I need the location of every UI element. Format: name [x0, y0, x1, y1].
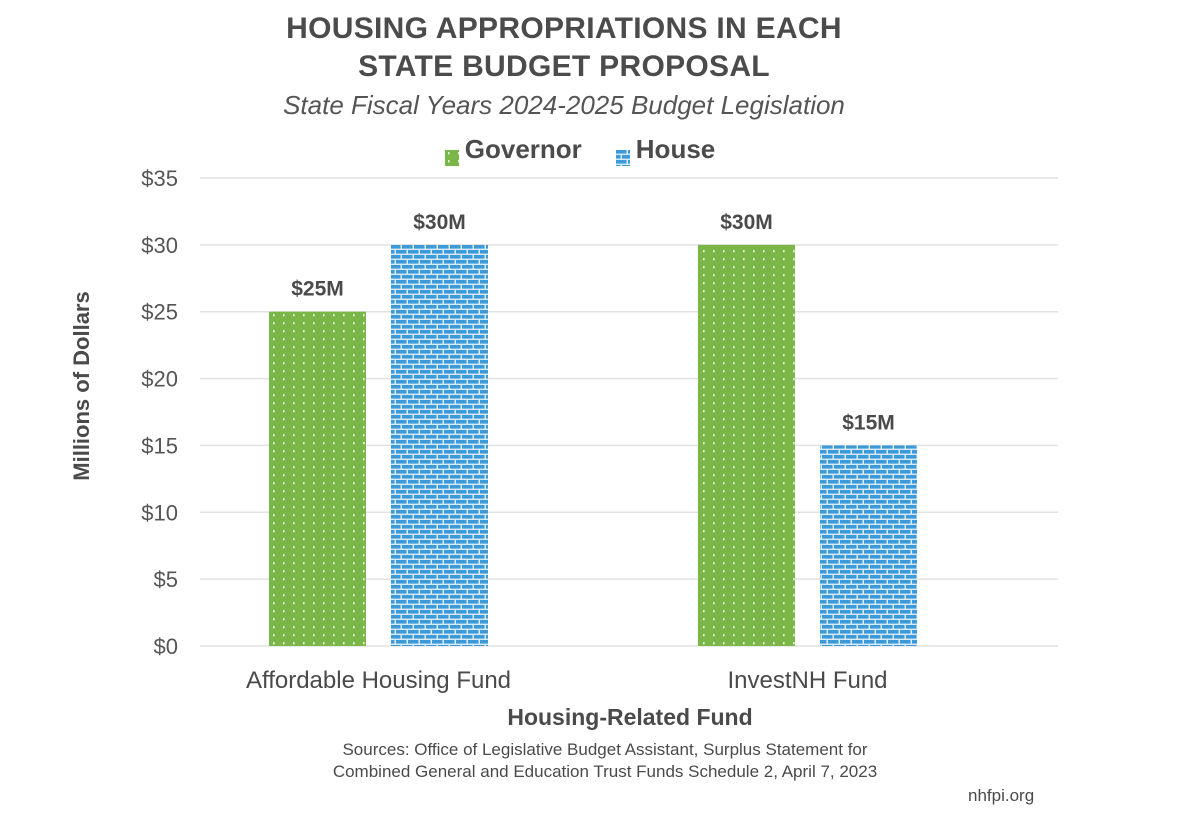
data-label: $30M: [720, 211, 773, 234]
chart-subtitle: State Fiscal Years 2024-2025 Budget Legi…: [283, 90, 845, 120]
y-tick-label: $35: [141, 166, 178, 191]
y-axis-ticks: $0 $5 $10 $15 $20 $25 $30 $35: [141, 166, 178, 659]
chart-title-line-1: HOUSING APPROPRIATIONS IN EACH: [286, 12, 842, 45]
y-axis-label: Millions of Dollars: [69, 291, 94, 481]
data-labels: $25M $30M $30M $15M: [291, 211, 895, 435]
x-axis-categories: Affordable Housing Fund InvestNH Fund: [246, 667, 888, 694]
legend: Governor House: [0, 134, 1160, 166]
y-tick-label: $10: [141, 500, 178, 525]
bar-house: [820, 445, 917, 646]
bar-house: [391, 244, 488, 646]
legend-item-governor: Governor: [444, 134, 582, 166]
y-tick-label: $25: [141, 300, 178, 325]
legend-swatch-governor: [444, 142, 459, 166]
y-tick-label: $5: [154, 567, 178, 592]
bar-governor: [698, 244, 795, 646]
chart-title-line-2: STATE BUDGET PROPOSAL: [358, 50, 770, 83]
sources-line-1: Sources: Office of Legislative Budget As…: [342, 740, 868, 759]
y-tick-label: $0: [154, 634, 178, 659]
data-label: $25M: [291, 278, 344, 301]
credit: nhfpi.org: [968, 786, 1035, 805]
legend-label-governor: Governor: [464, 134, 582, 164]
bars: [269, 244, 917, 646]
x-tick-label: Affordable Housing Fund: [246, 667, 511, 694]
y-tick-label: $20: [141, 367, 178, 392]
sources-line-2: Combined General and Education Trust Fun…: [332, 762, 878, 781]
x-tick-label: InvestNH Fund: [727, 667, 887, 694]
y-tick-label: $30: [141, 233, 178, 258]
legend-item-house: House: [615, 134, 716, 166]
y-tick-label: $15: [141, 433, 178, 458]
legend-label-house: House: [635, 134, 716, 164]
data-label: $15M: [842, 411, 895, 434]
legend-swatch-house: [615, 142, 630, 166]
bar-governor: [269, 311, 366, 646]
x-axis-label: Housing-Related Fund: [507, 704, 753, 730]
data-label: $30M: [413, 211, 466, 234]
